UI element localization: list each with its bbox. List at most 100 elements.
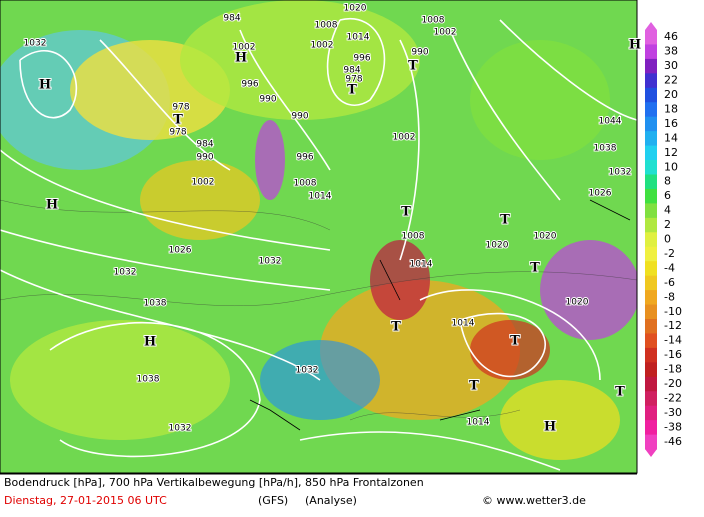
colorbar-label: 16	[664, 117, 678, 130]
isobar-label: 1008	[402, 232, 425, 242]
isobar-label: 996	[296, 153, 313, 163]
footer-title: Bodendruck [hPa], 700 hPa Vertikalbewegu…	[4, 476, 424, 489]
colorbar-swatch	[645, 347, 657, 363]
colorbar-swatch	[645, 73, 657, 89]
colorbar-swatch	[645, 333, 657, 349]
colorbar-swatch	[645, 116, 657, 132]
footer-date: Dienstag, 27-01-2015 06 UTC	[4, 494, 167, 507]
colorbar-label: -20	[664, 377, 682, 390]
colorbar-label: -2	[664, 247, 675, 260]
colorbar-swatch	[645, 304, 657, 320]
pressure-center: H	[39, 78, 51, 93]
pressure-center: H	[629, 38, 641, 53]
isobar-label: 1032	[169, 424, 192, 434]
colorbar-label: -10	[664, 305, 682, 318]
isobar-label: 1038	[144, 299, 167, 309]
pressure-center: T	[615, 385, 625, 400]
colorbar-label: 8	[664, 175, 671, 188]
isobar-label: 978	[345, 75, 362, 85]
colorbar-swatch	[645, 217, 657, 233]
colorbar-label: 22	[664, 74, 678, 87]
isobar-label: 1038	[137, 375, 160, 385]
colorbar-label: 12	[664, 146, 678, 159]
isobar-label: 990	[259, 95, 276, 105]
pressure-center: T	[530, 261, 540, 276]
colorbar-swatch	[645, 261, 657, 277]
map-frame	[0, 0, 638, 474]
colorbar-swatch	[645, 102, 657, 118]
pressure-center: T	[391, 320, 401, 335]
isobar-label: 984	[196, 140, 213, 150]
map-labels: 1032 H 984 1002 H 1008 1020 1014 1002 996 1008 1002…	[23, 3, 643, 436]
isobar-label: 1032	[24, 39, 47, 49]
isobar-label: 1038	[594, 144, 617, 154]
isobar-label: 1014	[452, 319, 475, 329]
isobar-label: 1002	[434, 28, 457, 38]
colorbar-label: -38	[664, 420, 682, 433]
colorbar-label: -4	[664, 261, 675, 274]
colorbar-swatch	[645, 44, 657, 60]
isobar-label: 1020	[566, 298, 589, 308]
colorbar-label: 6	[664, 189, 671, 202]
isobar-label: 1014	[347, 33, 370, 43]
isobar-label: 996	[241, 80, 258, 90]
pressure-center: T	[173, 113, 183, 128]
colorbar-swatch	[645, 434, 657, 450]
isobar-label: 1032	[259, 257, 282, 267]
isobar-label: 984	[223, 14, 240, 24]
footer-run: (Analyse)	[305, 494, 357, 507]
colorbar-arrow-bottom	[645, 449, 657, 458]
colorbar-swatch	[645, 188, 657, 204]
colorbar-swatch	[645, 391, 657, 407]
isobar-label: 1014	[410, 260, 433, 270]
colorbar-label: 14	[664, 131, 678, 144]
isobar-label: 1020	[534, 232, 557, 242]
isobar-label: 978	[172, 103, 189, 113]
colorbar-label: 4	[664, 204, 671, 217]
pressure-center: T	[401, 205, 411, 220]
pressure-center: H	[544, 420, 556, 435]
colorbar-swatch	[645, 145, 657, 161]
colorbar-swatch	[645, 58, 657, 74]
colorbar-swatch	[645, 203, 657, 219]
colorbar-swatch	[645, 290, 657, 306]
pressure-center: T	[347, 83, 357, 98]
isobar-label: 1002	[311, 41, 334, 51]
colorbar-swatch	[645, 420, 657, 436]
pressure-center: H	[46, 198, 58, 213]
isobar-label: 1008	[315, 21, 338, 31]
colorbar-label: -8	[664, 290, 675, 303]
isobar-label: 1032	[609, 168, 632, 178]
colorbar-label: 2	[664, 218, 671, 231]
pressure-center: T	[408, 59, 418, 74]
colorbar-label: -30	[664, 406, 682, 419]
isobar-label: 1020	[344, 4, 367, 14]
colorbar-swatch	[645, 319, 657, 334]
colorbar-swatch	[645, 246, 657, 262]
colorbar-swatch	[645, 30, 657, 45]
colorbar-label: -22	[664, 391, 682, 404]
isobar-label: 990	[196, 153, 213, 163]
colorbar-swatch	[645, 376, 657, 392]
colorbar-label: -18	[664, 363, 682, 376]
colorbar-label: -16	[664, 348, 682, 361]
isobar-label: 1002	[233, 43, 256, 53]
isobar-label: 990	[291, 112, 308, 122]
colorbar-label: 20	[664, 88, 678, 101]
isobar-label: 1032	[296, 366, 319, 376]
colorbar-label: -14	[664, 334, 682, 347]
colorbar-label: 46	[664, 30, 678, 43]
isobar-label: 1002	[192, 178, 215, 188]
colorbar-label: -46	[664, 435, 682, 448]
colorbar-label: 18	[664, 102, 678, 115]
isobar-label: 1020	[486, 241, 509, 251]
isobar-label: 984	[343, 66, 360, 76]
isobar-label: 1026	[169, 246, 192, 256]
pressure-center: T	[500, 213, 510, 228]
isobar-label: 1032	[114, 268, 137, 278]
colorbar-swatch	[645, 160, 657, 175]
colorbar-label: -6	[664, 276, 675, 289]
colorbar-label: 0	[664, 233, 671, 246]
colorbar-swatch	[645, 232, 657, 248]
map	[0, 0, 637, 473]
